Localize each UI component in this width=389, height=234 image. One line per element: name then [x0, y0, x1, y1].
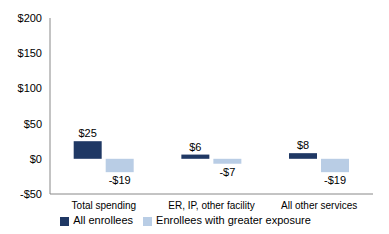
- svg-text:-$50: -$50: [20, 188, 42, 200]
- svg-text:-$7: -$7: [219, 166, 235, 178]
- svg-text:$8: $8: [297, 139, 309, 151]
- html-text:Enrollees with greater exposur: Enrollees with greater exposure: [156, 214, 311, 226]
- svg-text:$100: $100: [18, 82, 42, 94]
- svg-text:$25: $25: [79, 127, 97, 139]
- svg-text:ER, IP, other facility: ER, IP, other facility: [168, 200, 255, 211]
- svg-text:$50: $50: [24, 118, 42, 130]
- html-text:All enrollees: All enrollees: [73, 214, 134, 226]
- svg-text:-$19: -$19: [324, 174, 346, 186]
- svg-text:$200: $200: [18, 12, 42, 24]
- svg-text:-$19: -$19: [109, 174, 131, 186]
- svg-text:Total spending: Total spending: [72, 200, 137, 211]
- svg-text:$0: $0: [30, 153, 42, 165]
- svg-text:All other services: All other services: [281, 200, 357, 211]
- svg-text:$6: $6: [189, 141, 201, 153]
- svg-text:$150: $150: [18, 47, 42, 59]
